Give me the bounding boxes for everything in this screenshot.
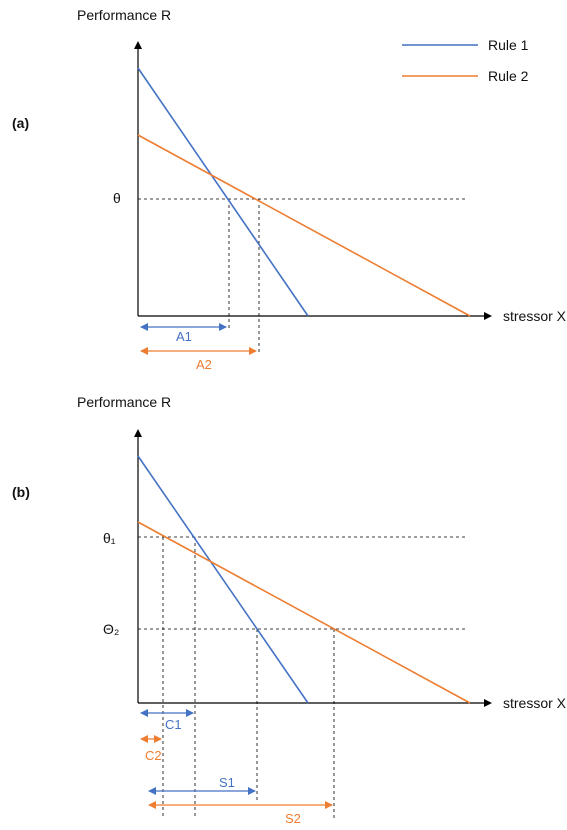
- panel-b-rule1-line: [137, 455, 309, 704]
- panel-a-a2-label: A2: [196, 357, 212, 372]
- panel-a-y-axis-label: Performance R: [77, 7, 171, 23]
- panel-b-threshold-high-label: θ₁: [103, 530, 116, 546]
- panel-b-tag: (b): [12, 484, 30, 500]
- panel-b-s2-label: S2: [285, 811, 301, 826]
- panel-b-y-axis-label: Performance R: [77, 394, 171, 410]
- panel-b-s1-label: S1: [219, 775, 235, 790]
- panel-b-threshold-low-label: Θ₂: [103, 621, 119, 637]
- panel-a-rule2-line: [137, 134, 471, 317]
- panel-a: Performance R (a) Rule 1 Rule 2 stressor…: [12, 7, 567, 372]
- panel-a-x-axis-label: stressor X: [503, 308, 567, 324]
- panel-b-rule2-line: [137, 521, 471, 704]
- panel-b-c1-label: C1: [165, 717, 182, 732]
- legend-rule2-label: Rule 2: [488, 68, 529, 84]
- panel-b-x-axis-label: stressor X: [503, 695, 567, 711]
- panel-a-threshold-label: θ: [113, 190, 121, 206]
- panel-a-tag: (a): [12, 115, 29, 131]
- panel-b: Performance R (b) stressor X θ₁ Θ₂ C1 C2…: [12, 394, 567, 826]
- panel-a-a1-label: A1: [176, 329, 192, 344]
- legend-rule1-label: Rule 1: [488, 37, 529, 53]
- panel-a-rule1-line: [137, 67, 309, 317]
- panel-b-c2-label: C2: [145, 748, 162, 763]
